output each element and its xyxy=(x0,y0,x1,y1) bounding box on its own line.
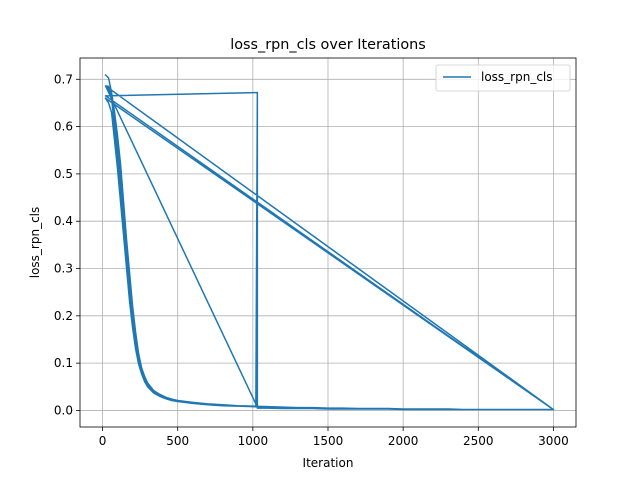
y-tick-label: 0.4 xyxy=(54,214,73,228)
x-tick-label: 3000 xyxy=(538,434,569,448)
x-axis-label: Iteration xyxy=(303,456,354,470)
y-tick-label: 0.3 xyxy=(54,262,73,276)
legend: loss_rpn_cls xyxy=(435,64,571,92)
x-gridlines xyxy=(102,58,554,427)
x-axis-ticks: 0 500 1000 1500 2000 2500 3000 xyxy=(99,427,569,448)
y-tick-label: 0.0 xyxy=(54,403,73,417)
series-layer xyxy=(104,73,555,411)
series-line-loss-rpn-cls xyxy=(104,73,555,411)
y-axis-label: loss_rpn_cls xyxy=(28,207,42,279)
x-tick-label: 1000 xyxy=(238,434,269,448)
x-tick-label: 2500 xyxy=(463,434,494,448)
legend-label: loss_rpn_cls xyxy=(481,70,553,84)
y-axis-ticks: 0.0 0.1 0.2 0.3 0.4 0.5 0.6 0.7 xyxy=(54,72,80,417)
y-tick-label: 0.1 xyxy=(54,356,73,370)
x-tick-label: 2000 xyxy=(388,434,419,448)
y-tick-label: 0.7 xyxy=(54,72,73,86)
x-tick-label: 1500 xyxy=(313,434,344,448)
legend-box xyxy=(435,64,571,92)
x-tick-label: 500 xyxy=(166,434,189,448)
y-tick-label: 0.2 xyxy=(54,309,73,323)
x-tick-label: 0 xyxy=(99,434,107,448)
y-tick-label: 0.5 xyxy=(54,167,73,181)
y-gridlines xyxy=(80,78,576,411)
y-tick-label: 0.6 xyxy=(54,120,73,134)
chart-title: loss_rpn_cls over Iterations xyxy=(230,37,426,53)
